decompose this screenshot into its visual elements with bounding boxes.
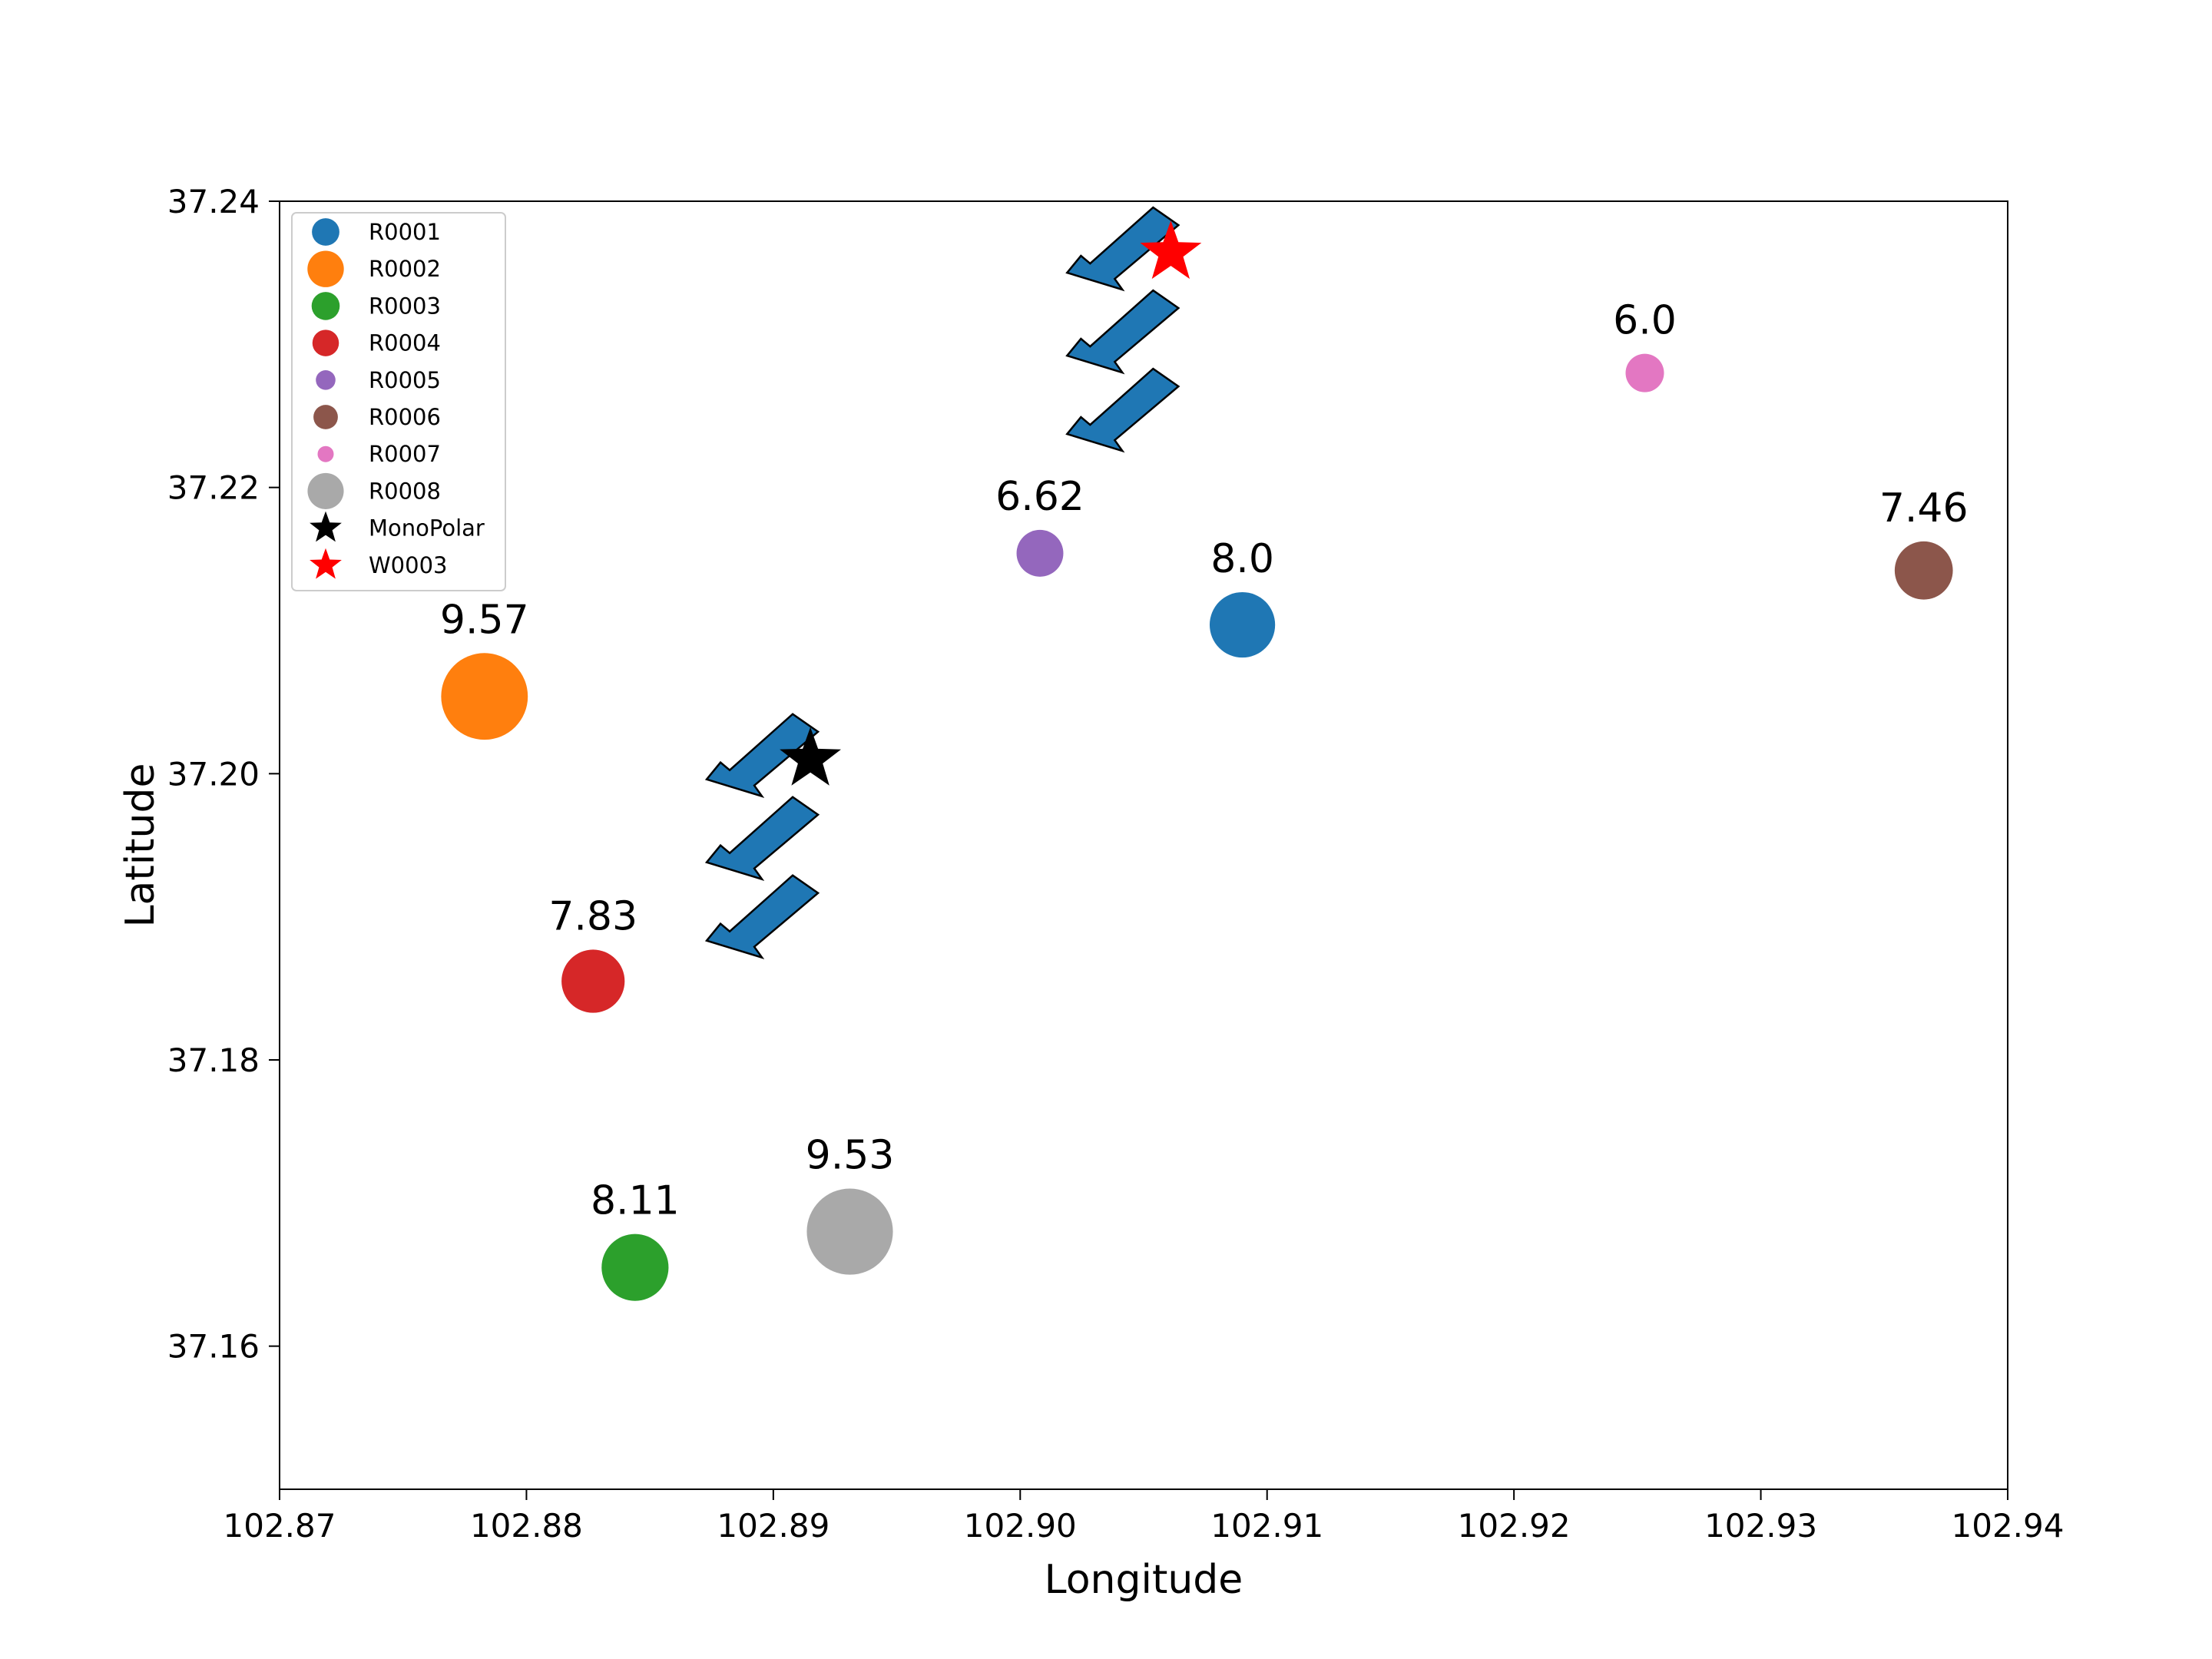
star-w0003 (1140, 220, 1202, 280)
data-label-r0007: 6.0 (1613, 298, 1677, 344)
point-r0005 (1016, 529, 1064, 577)
legend-label-r0008: R0008 (369, 478, 441, 504)
data-label-r0004: 7.83 (548, 893, 637, 939)
fault-arrow-2 (704, 796, 820, 881)
legend-label-r0001: R0001 (369, 219, 441, 245)
legend-marker-r0001 (312, 218, 339, 246)
plot-content (441, 206, 1953, 1301)
fault-arrow-3 (704, 874, 820, 959)
legend-label-r0006: R0006 (369, 404, 441, 430)
legend-marker-r0008 (307, 472, 344, 509)
fault-arrow-5 (1065, 289, 1181, 375)
x-tick-label: 102.90 (964, 1507, 1077, 1545)
y-tick-label: 37.20 (167, 755, 260, 793)
legend-label-r0005: R0005 (369, 367, 441, 393)
y-tick-label: 37.18 (167, 1041, 260, 1079)
x-tick-label: 102.91 (1210, 1507, 1323, 1545)
legend-marker-r0004 (312, 329, 339, 356)
point-r0002 (441, 653, 528, 740)
fault-arrow-6 (1065, 367, 1181, 453)
point-r0003 (601, 1233, 669, 1301)
star-monopolar (780, 727, 841, 786)
axes: 102.87 102.88 102.89 102.90 102.91 102.92 102.… (167, 183, 2065, 1545)
legend-marker-r0002 (307, 250, 344, 287)
x-axis-title: Longitude (1045, 1557, 1243, 1603)
legend-box (291, 212, 506, 591)
point-r0008 (806, 1188, 893, 1275)
y-axis-title: Latitude (118, 763, 164, 927)
x-tick-label: 102.92 (1458, 1507, 1571, 1545)
legend-label-monopolar: MonoPolar (369, 515, 485, 541)
data-label-r0005: 6.62 (995, 474, 1084, 520)
x-tick-label: 102.88 (470, 1507, 583, 1545)
legend-label-r0002: R0002 (369, 256, 441, 282)
legend-label-r0003: R0003 (369, 293, 441, 319)
legend-label-r0007: R0007 (369, 441, 441, 467)
legend-marker-r0007 (317, 445, 334, 462)
legend-label-r0004: R0004 (369, 330, 441, 356)
data-label-r0002: 9.57 (440, 597, 529, 643)
point-r0001 (1209, 591, 1276, 658)
legend-marker-monopolar (310, 511, 342, 542)
x-tick-label: 102.89 (717, 1507, 830, 1545)
legend-marker-r0003 (311, 292, 340, 320)
y-tick-label: 37.16 (167, 1328, 260, 1366)
plot-area: 8.0 9.57 8.11 7.83 6.62 7.46 6.0 9.53 (440, 206, 1969, 1301)
legend-label-w0003: W0003 (369, 552, 447, 578)
y-tick-label: 37.22 (167, 469, 260, 507)
legend-marker-r0006 (313, 405, 338, 429)
legend-marker-w0003 (310, 548, 342, 579)
fault-arrow-1 (704, 713, 820, 798)
y-tick-label: 37.24 (167, 183, 260, 220)
point-r0007 (1625, 353, 1664, 392)
point-r0006 (1894, 541, 1953, 600)
data-label-r0001: 8.0 (1210, 536, 1274, 582)
x-tick-label: 102.94 (1952, 1507, 2065, 1545)
x-tick-label: 102.87 (224, 1507, 336, 1545)
fault-arrow-4 (1065, 206, 1181, 292)
plot-frame (279, 200, 2008, 1490)
data-label-r0008: 9.53 (806, 1133, 895, 1179)
x-tick-label: 102.93 (1704, 1507, 1817, 1545)
legend-marker-r0005 (316, 370, 336, 390)
legend: R0001 R0002 R0003 R0004 R0005 R0006 R0007 R0008… (291, 212, 506, 591)
data-label-r0006: 7.46 (1879, 485, 1969, 531)
point-r0004 (561, 949, 625, 1013)
data-label-r0003: 8.11 (591, 1178, 680, 1224)
